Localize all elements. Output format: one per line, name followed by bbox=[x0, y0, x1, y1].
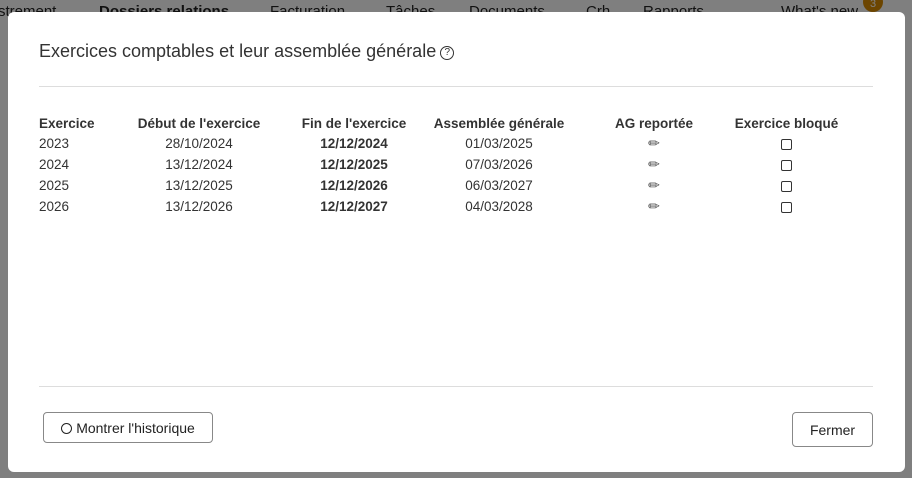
modal-title: Exercices comptables et leur assemblée g… bbox=[39, 41, 455, 62]
locked-checkbox[interactable] bbox=[781, 159, 792, 171]
start-date-cell: 13/12/2024 bbox=[165, 157, 233, 172]
ag-date-cell: 01/03/2025 bbox=[465, 136, 533, 151]
col-header: Exercice bloqué bbox=[734, 115, 839, 131]
locked-cell bbox=[729, 196, 844, 217]
start-date-cell: 28/10/2024 bbox=[165, 136, 233, 151]
ag-postponed-cell: ✏︎ bbox=[579, 175, 729, 196]
end-date-cell: 12/12/2027 bbox=[320, 199, 388, 214]
pencil-icon[interactable]: ✏︎ bbox=[648, 177, 660, 193]
ag-date-cell: 04/03/2028 bbox=[465, 199, 533, 214]
end-date-cell: 12/12/2024 bbox=[320, 136, 388, 151]
exercice-cell: 2025 bbox=[39, 178, 70, 193]
question-circle-icon[interactable]: ? bbox=[440, 46, 455, 60]
ag-postponed-cell: ✏︎ bbox=[579, 154, 729, 175]
end-date-cell: 12/12/2025 bbox=[320, 157, 388, 172]
table-row: 2025 13/12/2025 12/12/2026 06/03/2027 ✏︎ bbox=[39, 175, 844, 196]
pencil-icon[interactable]: ✏︎ bbox=[648, 156, 660, 172]
locked-checkbox[interactable] bbox=[781, 201, 792, 213]
locked-cell bbox=[729, 175, 844, 196]
col-header: Exercice bbox=[39, 115, 95, 131]
show-history-button[interactable]: Montrer l'historique bbox=[43, 412, 213, 443]
table-row: 2026 13/12/2026 12/12/2027 04/03/2028 ✏︎ bbox=[39, 196, 844, 217]
col-header: Fin de l'exercice bbox=[301, 115, 407, 131]
table-row: 2023 28/10/2024 12/12/2024 01/03/2025 ✏︎ bbox=[39, 133, 844, 154]
end-date-cell: 12/12/2026 bbox=[320, 178, 388, 193]
exercice-cell: 2024 bbox=[39, 157, 70, 172]
ag-date-cell: 06/03/2027 bbox=[465, 178, 533, 193]
ag-postponed-cell: ✏︎ bbox=[579, 133, 729, 154]
col-header: Début de l'exercice bbox=[137, 115, 261, 131]
locked-checkbox[interactable] bbox=[781, 138, 792, 150]
divider bbox=[39, 386, 873, 387]
fiscal-years-table: Exercice Début de l'exercice Fin de l'ex… bbox=[39, 113, 844, 217]
pencil-icon[interactable]: ✏︎ bbox=[648, 135, 660, 151]
col-header: AG reportée bbox=[614, 115, 694, 131]
start-date-cell: 13/12/2025 bbox=[165, 178, 233, 193]
start-date-cell: 13/12/2026 bbox=[165, 199, 233, 214]
table-row: 2024 13/12/2024 12/12/2025 07/03/2026 ✏︎ bbox=[39, 154, 844, 175]
locked-checkbox[interactable] bbox=[781, 180, 792, 192]
divider bbox=[39, 86, 873, 87]
exercice-cell: 2023 bbox=[39, 136, 70, 151]
modal-title-text: Exercices comptables et leur assemblée g… bbox=[39, 41, 437, 61]
exercice-cell: 2026 bbox=[39, 199, 70, 214]
show-history-label: Montrer l'historique bbox=[76, 419, 195, 436]
fiscal-years-modal: Exercices comptables et leur assemblée g… bbox=[8, 12, 905, 472]
ag-postponed-cell: ✏︎ bbox=[579, 196, 729, 217]
ag-date-cell: 07/03/2026 bbox=[465, 157, 533, 172]
locked-cell bbox=[729, 154, 844, 175]
clock-icon bbox=[61, 422, 73, 434]
close-button[interactable]: Fermer bbox=[792, 412, 873, 447]
col-header: Assemblée générale bbox=[433, 115, 565, 131]
locked-cell bbox=[729, 133, 844, 154]
pencil-icon[interactable]: ✏︎ bbox=[648, 198, 660, 214]
